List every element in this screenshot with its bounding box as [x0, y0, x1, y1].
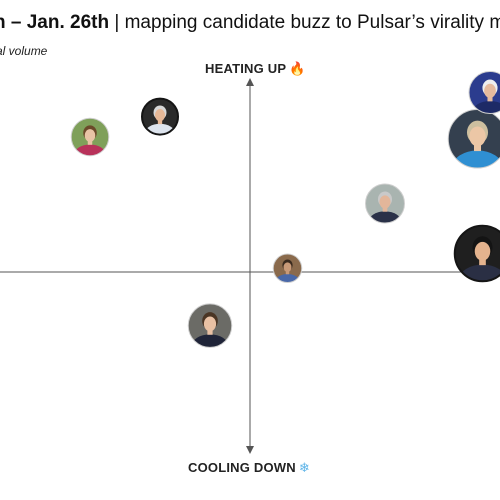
title-description: | mapping candidate buzz to Pulsar’s vir… — [109, 12, 500, 33]
snowflake-icon: ❄ — [298, 460, 310, 475]
chart-subtitle: al volume — [0, 44, 48, 58]
fire-icon: 🔥 — [289, 61, 306, 76]
point-elizabeth-warren — [447, 109, 500, 169]
point-michael-bloomberg — [365, 183, 405, 224]
point-pete-buttigieg — [187, 303, 233, 348]
point-center-candidate — [272, 253, 303, 284]
cooling-down-label: COOLING DOWN ❄ — [188, 460, 310, 476]
chart-title: h – Jan. 26th | mapping candidate buzz t… — [0, 12, 500, 34]
candidate-points — [70, 71, 500, 348]
title-date-range: h – Jan. 26th — [0, 12, 110, 33]
point-andrew-yang — [453, 224, 500, 283]
heating-up-text: HEATING UP — [205, 61, 287, 76]
point-tom-steyer — [141, 97, 179, 136]
heating-up-label: HEATING UP 🔥 — [205, 61, 306, 77]
point-bernie-sanders — [468, 71, 500, 115]
point-amy-klobuchar — [70, 117, 110, 157]
cooling-down-text: COOLING DOWN — [188, 460, 296, 475]
